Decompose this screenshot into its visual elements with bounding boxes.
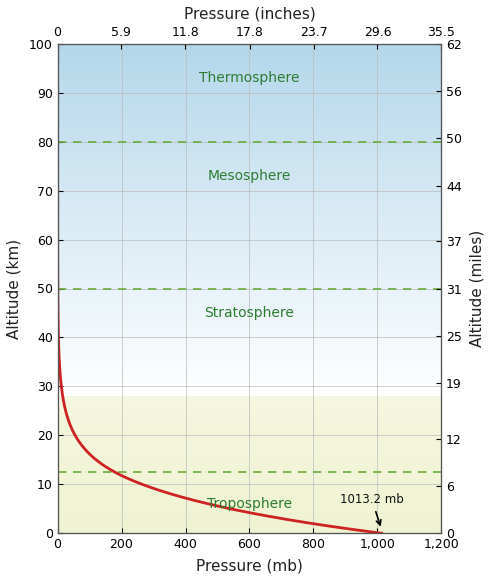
X-axis label: Pressure (inches): Pressure (inches) — [184, 7, 315, 22]
Text: Stratosphere: Stratosphere — [204, 306, 295, 320]
X-axis label: Pressure (mb): Pressure (mb) — [196, 558, 303, 573]
Y-axis label: Altitude (miles): Altitude (miles) — [469, 230, 484, 347]
Text: 1013.2 mb: 1013.2 mb — [340, 494, 404, 525]
Text: Thermosphere: Thermosphere — [199, 71, 300, 85]
Y-axis label: Altitude (km): Altitude (km) — [7, 238, 22, 339]
Text: Troposphere: Troposphere — [207, 497, 292, 511]
Text: Mesosphere: Mesosphere — [208, 169, 291, 183]
